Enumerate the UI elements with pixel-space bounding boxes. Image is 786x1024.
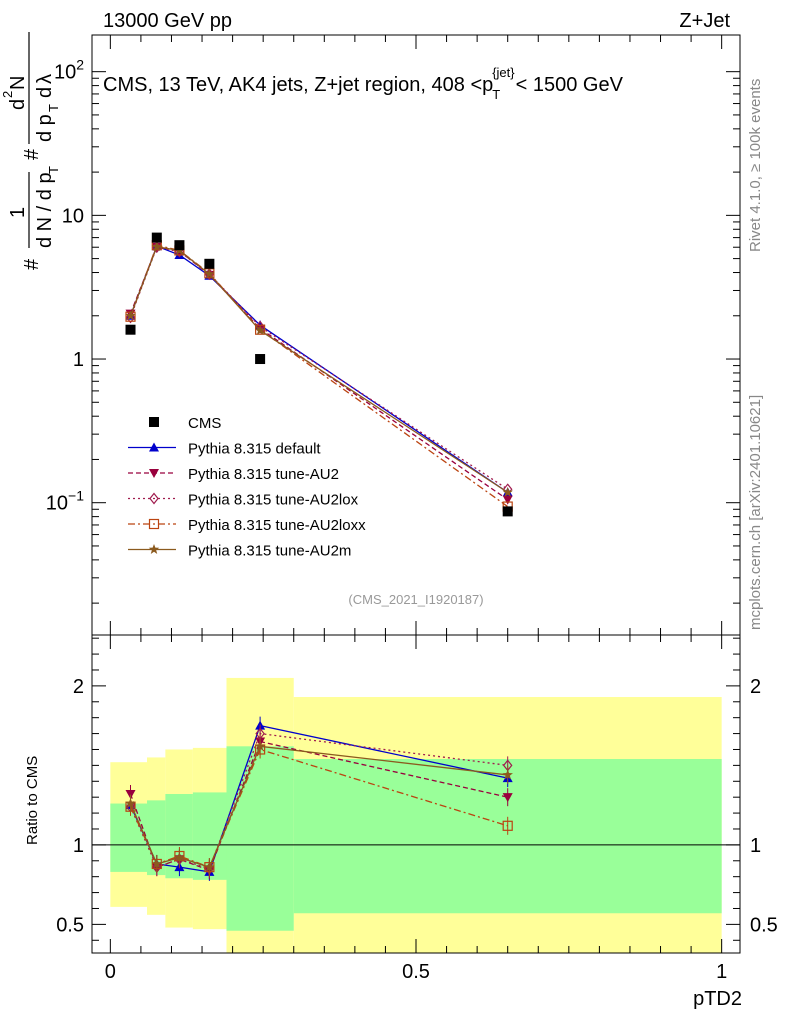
main-y-tick-label-base: 10 [54, 62, 76, 84]
main-y-tick-label-exp: −1 [68, 488, 84, 504]
legend-marker [148, 518, 160, 530]
ratio-point [502, 769, 513, 780]
svg-text:d: d [34, 87, 56, 98]
analysis-id: (CMS_2021_I1920187) [348, 592, 483, 607]
main-y-tick-label-exp: 2 [76, 57, 84, 73]
main-series-0 [125, 232, 513, 517]
svg-text:λ: λ [34, 74, 56, 84]
mcplots-label: mcplots.cern.ch [arXiv:2401.10621] [747, 395, 764, 630]
ratio-y-tick-label: 0.5 [56, 914, 84, 936]
ratio-y-tick-label-right: 0.5 [750, 914, 778, 936]
main-panel-series [125, 232, 513, 517]
inner-uncertainty-band [147, 800, 166, 876]
ratio-y-tick-label-right: 2 [750, 676, 761, 698]
ratio-point [254, 740, 266, 751]
legend-label: Pythia 8.315 default [188, 441, 321, 458]
main-point [204, 268, 215, 279]
chart-title-pre: CMS, 13 TeV, AK4 jets, Z+jet region, 408… [103, 74, 493, 96]
svg-text:#: # [21, 258, 43, 270]
ratio-point [125, 790, 136, 799]
ratio-x-tick-label: 0 [105, 961, 116, 983]
ratio-point [502, 793, 513, 803]
chart-title: CMS, 13 TeV, AK4 jets, Z+jet region, 408… [103, 65, 624, 102]
main-series-line [129, 245, 509, 501]
legend-label: Pythia 8.315 tune-AU2m [188, 543, 351, 560]
ratio-series-line [129, 732, 508, 870]
x-axis-label: pTD2 [693, 988, 742, 1010]
legend-marker [149, 442, 159, 452]
ratio-panel-series [125, 716, 513, 881]
legend: CMS Pythia 8.315 default Pythia 8.315 tune… [128, 415, 366, 560]
legend-label: Pythia 8.315 tune-AU2 [188, 466, 339, 483]
main-point [502, 486, 513, 497]
main-y-tick-label: 102 [54, 57, 84, 84]
beam-label: 13000 GeV pp [103, 10, 232, 32]
ratio-series-4 [125, 737, 513, 877]
inner-uncertainty-band [110, 803, 148, 872]
legend-marker [149, 417, 159, 427]
process-label: Z+Jet [679, 10, 730, 32]
main-point [502, 495, 513, 505]
main-y-tick-label: 10−1 [46, 488, 84, 515]
main-y-tick-label-base: 10 [46, 493, 68, 515]
inner-uncertainty-band [226, 746, 294, 931]
legend-label: Pythia 8.315 tune-AU2loxx [188, 517, 366, 534]
main-point [502, 506, 513, 517]
svg-text:2: 2 [0, 91, 15, 98]
main-y-label: # 1 d N / d p T # d 2 N d p T d λ [0, 32, 61, 270]
ratio-series-line [129, 745, 508, 868]
ratio-point [174, 852, 185, 863]
ratio-point [204, 861, 215, 872]
ratio-series-line [129, 748, 508, 868]
ratio-y-tick-label: 1 [73, 835, 84, 857]
main-point [174, 240, 185, 251]
svg-text:#: # [21, 148, 43, 160]
svg-text:1: 1 [7, 207, 29, 218]
main-y-tick-label: 1 [73, 349, 84, 371]
main-point [255, 354, 266, 365]
main-point [204, 258, 215, 269]
svg-text:d: d [7, 99, 29, 110]
chart-title-sub: T [492, 87, 500, 102]
svg-text:T: T [46, 166, 61, 174]
main-point [151, 241, 163, 252]
legend-label: Pythia 8.315 tune-AU2lox [188, 492, 359, 509]
main-point [151, 232, 162, 243]
chart-title-sup: {jet} [492, 65, 515, 80]
ratio-x-tick-label: 0.5 [402, 961, 430, 983]
svg-text:T: T [46, 104, 61, 112]
svg-text:d N / d p: d N / d p [34, 172, 56, 248]
legend-marker [148, 544, 160, 554]
rivet-label: Rivet 4.1.0, ≥ 100k events [747, 79, 764, 252]
svg-text:N: N [7, 76, 29, 90]
ratio-y-tick-label: 2 [73, 676, 84, 698]
ratio-panel-axes: 0.5 0.5 1 1 2 2 0 0.5 1 [56, 635, 778, 983]
main-y-tick-label: 10 [62, 205, 84, 227]
main-point [125, 310, 136, 321]
main-series-line [129, 245, 509, 493]
ratio-point [151, 858, 163, 869]
ratio-panel-bands [92, 677, 740, 953]
main-point [254, 324, 266, 335]
legend-marker [149, 469, 159, 478]
svg-text:d p: d p [34, 114, 56, 142]
chart-title-post: < 1500 GeV [516, 74, 624, 96]
legend-marker [149, 492, 159, 505]
ratio-y-label: Ratio to CMS [24, 756, 41, 845]
main-series-5 [125, 241, 513, 497]
ratio-point [125, 798, 136, 808]
main-point [125, 324, 136, 335]
ratio-point [502, 820, 513, 831]
legend-label: CMS [188, 415, 221, 432]
ratio-y-tick-label-right: 1 [750, 835, 761, 857]
ratio-x-tick-label: 1 [716, 961, 727, 983]
